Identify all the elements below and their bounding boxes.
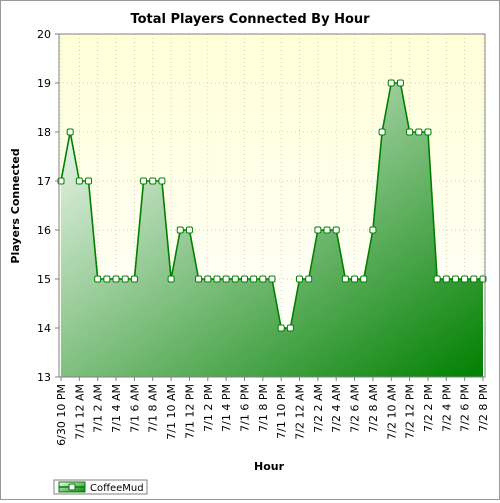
data-point	[396, 79, 404, 87]
data-point	[387, 79, 395, 87]
data-point	[305, 275, 313, 283]
data-point	[296, 275, 304, 283]
y-tick-label: 13	[37, 371, 51, 384]
plot-border	[58, 33, 486, 378]
x-tick-label: 7/1 12 PM	[183, 384, 196, 439]
data-point	[442, 275, 450, 283]
x-tick-label: 7/1 2 PM	[202, 384, 215, 432]
x-tick-label: 7/1 6 AM	[128, 384, 141, 433]
x-tick-label: 7/2 6 PM	[459, 384, 472, 432]
x-tick-label: 7/2 10 AM	[385, 384, 398, 440]
data-point	[259, 275, 267, 283]
y-tick-label: 16	[37, 224, 51, 237]
data-point	[369, 226, 377, 234]
y-tick-label: 17	[37, 175, 51, 188]
x-tick-label: 7/2 6 AM	[349, 384, 362, 433]
data-point	[314, 226, 322, 234]
x-tick-label: 7/2 12 PM	[404, 384, 417, 439]
y-tick-label: 15	[37, 273, 51, 286]
x-tick-label: 7/1 8 AM	[147, 384, 160, 433]
x-tick-label: 7/1 10 AM	[165, 384, 178, 440]
data-point	[176, 226, 184, 234]
legend: CoffeeMud	[53, 479, 148, 495]
data-point	[341, 275, 349, 283]
data-point	[130, 275, 138, 283]
y-tick-label: 14	[37, 322, 51, 335]
data-point	[360, 275, 368, 283]
data-point	[185, 226, 193, 234]
legend-marker	[68, 483, 76, 491]
data-point	[415, 128, 423, 136]
data-point	[351, 275, 359, 283]
x-tick-label: 7/1 6 PM	[238, 384, 251, 432]
x-tick-label: 7/1 2 AM	[92, 384, 105, 433]
data-point	[378, 128, 386, 136]
data-point	[231, 275, 239, 283]
y-tick-label: 20	[37, 28, 51, 41]
data-point	[332, 226, 340, 234]
y-axis-label: Players Connected	[9, 148, 22, 263]
data-point	[451, 275, 459, 283]
x-tick-label: 7/2 4 PM	[440, 384, 453, 432]
data-point	[286, 324, 294, 332]
legend-label-coffeemud: CoffeeMud	[90, 483, 144, 494]
x-tick-label: 7/1 12 AM	[73, 384, 86, 440]
data-point	[121, 275, 129, 283]
x-axis-label: Hour	[254, 460, 285, 473]
x-tick-label: 7/1 4 AM	[110, 384, 123, 433]
data-point	[94, 275, 102, 283]
x-tick-label: 7/2 2 PM	[422, 384, 435, 432]
x-tick-label: 7/2 8 AM	[367, 384, 380, 433]
y-tick-label: 19	[37, 77, 51, 90]
x-tick-label: 7/2 2 AM	[312, 384, 325, 433]
data-point	[149, 177, 157, 185]
data-point	[461, 275, 469, 283]
data-point	[167, 275, 175, 283]
x-tick-label: 7/2 4 AM	[330, 384, 343, 433]
data-point	[204, 275, 212, 283]
x-tick-label: 7/1 10 PM	[275, 384, 288, 439]
x-tick-label: 7/2 8 PM	[477, 384, 490, 432]
data-point	[250, 275, 258, 283]
data-point	[85, 177, 93, 185]
data-point	[195, 275, 203, 283]
data-point	[323, 226, 331, 234]
data-point	[406, 128, 414, 136]
data-point	[213, 275, 221, 283]
data-point	[268, 275, 276, 283]
data-point	[75, 177, 83, 185]
data-point	[277, 324, 285, 332]
data-point	[140, 177, 148, 185]
data-point	[424, 128, 432, 136]
x-tick-label: 7/1 4 PM	[220, 384, 233, 432]
data-point	[470, 275, 478, 283]
data-point	[66, 128, 74, 136]
data-point	[103, 275, 111, 283]
series-area-coffeemud	[61, 83, 483, 377]
chart-title: Total Players Connected By Hour	[130, 12, 370, 27]
data-point	[240, 275, 248, 283]
y-tick-label: 18	[37, 126, 51, 139]
data-point	[158, 177, 166, 185]
x-tick-label: 6/30 10 PM	[55, 384, 68, 446]
x-tick-label: 7/1 8 PM	[257, 384, 270, 432]
data-point	[112, 275, 120, 283]
x-tick-label: 7/2 12 AM	[294, 384, 307, 440]
data-point	[222, 275, 230, 283]
data-point	[433, 275, 441, 283]
